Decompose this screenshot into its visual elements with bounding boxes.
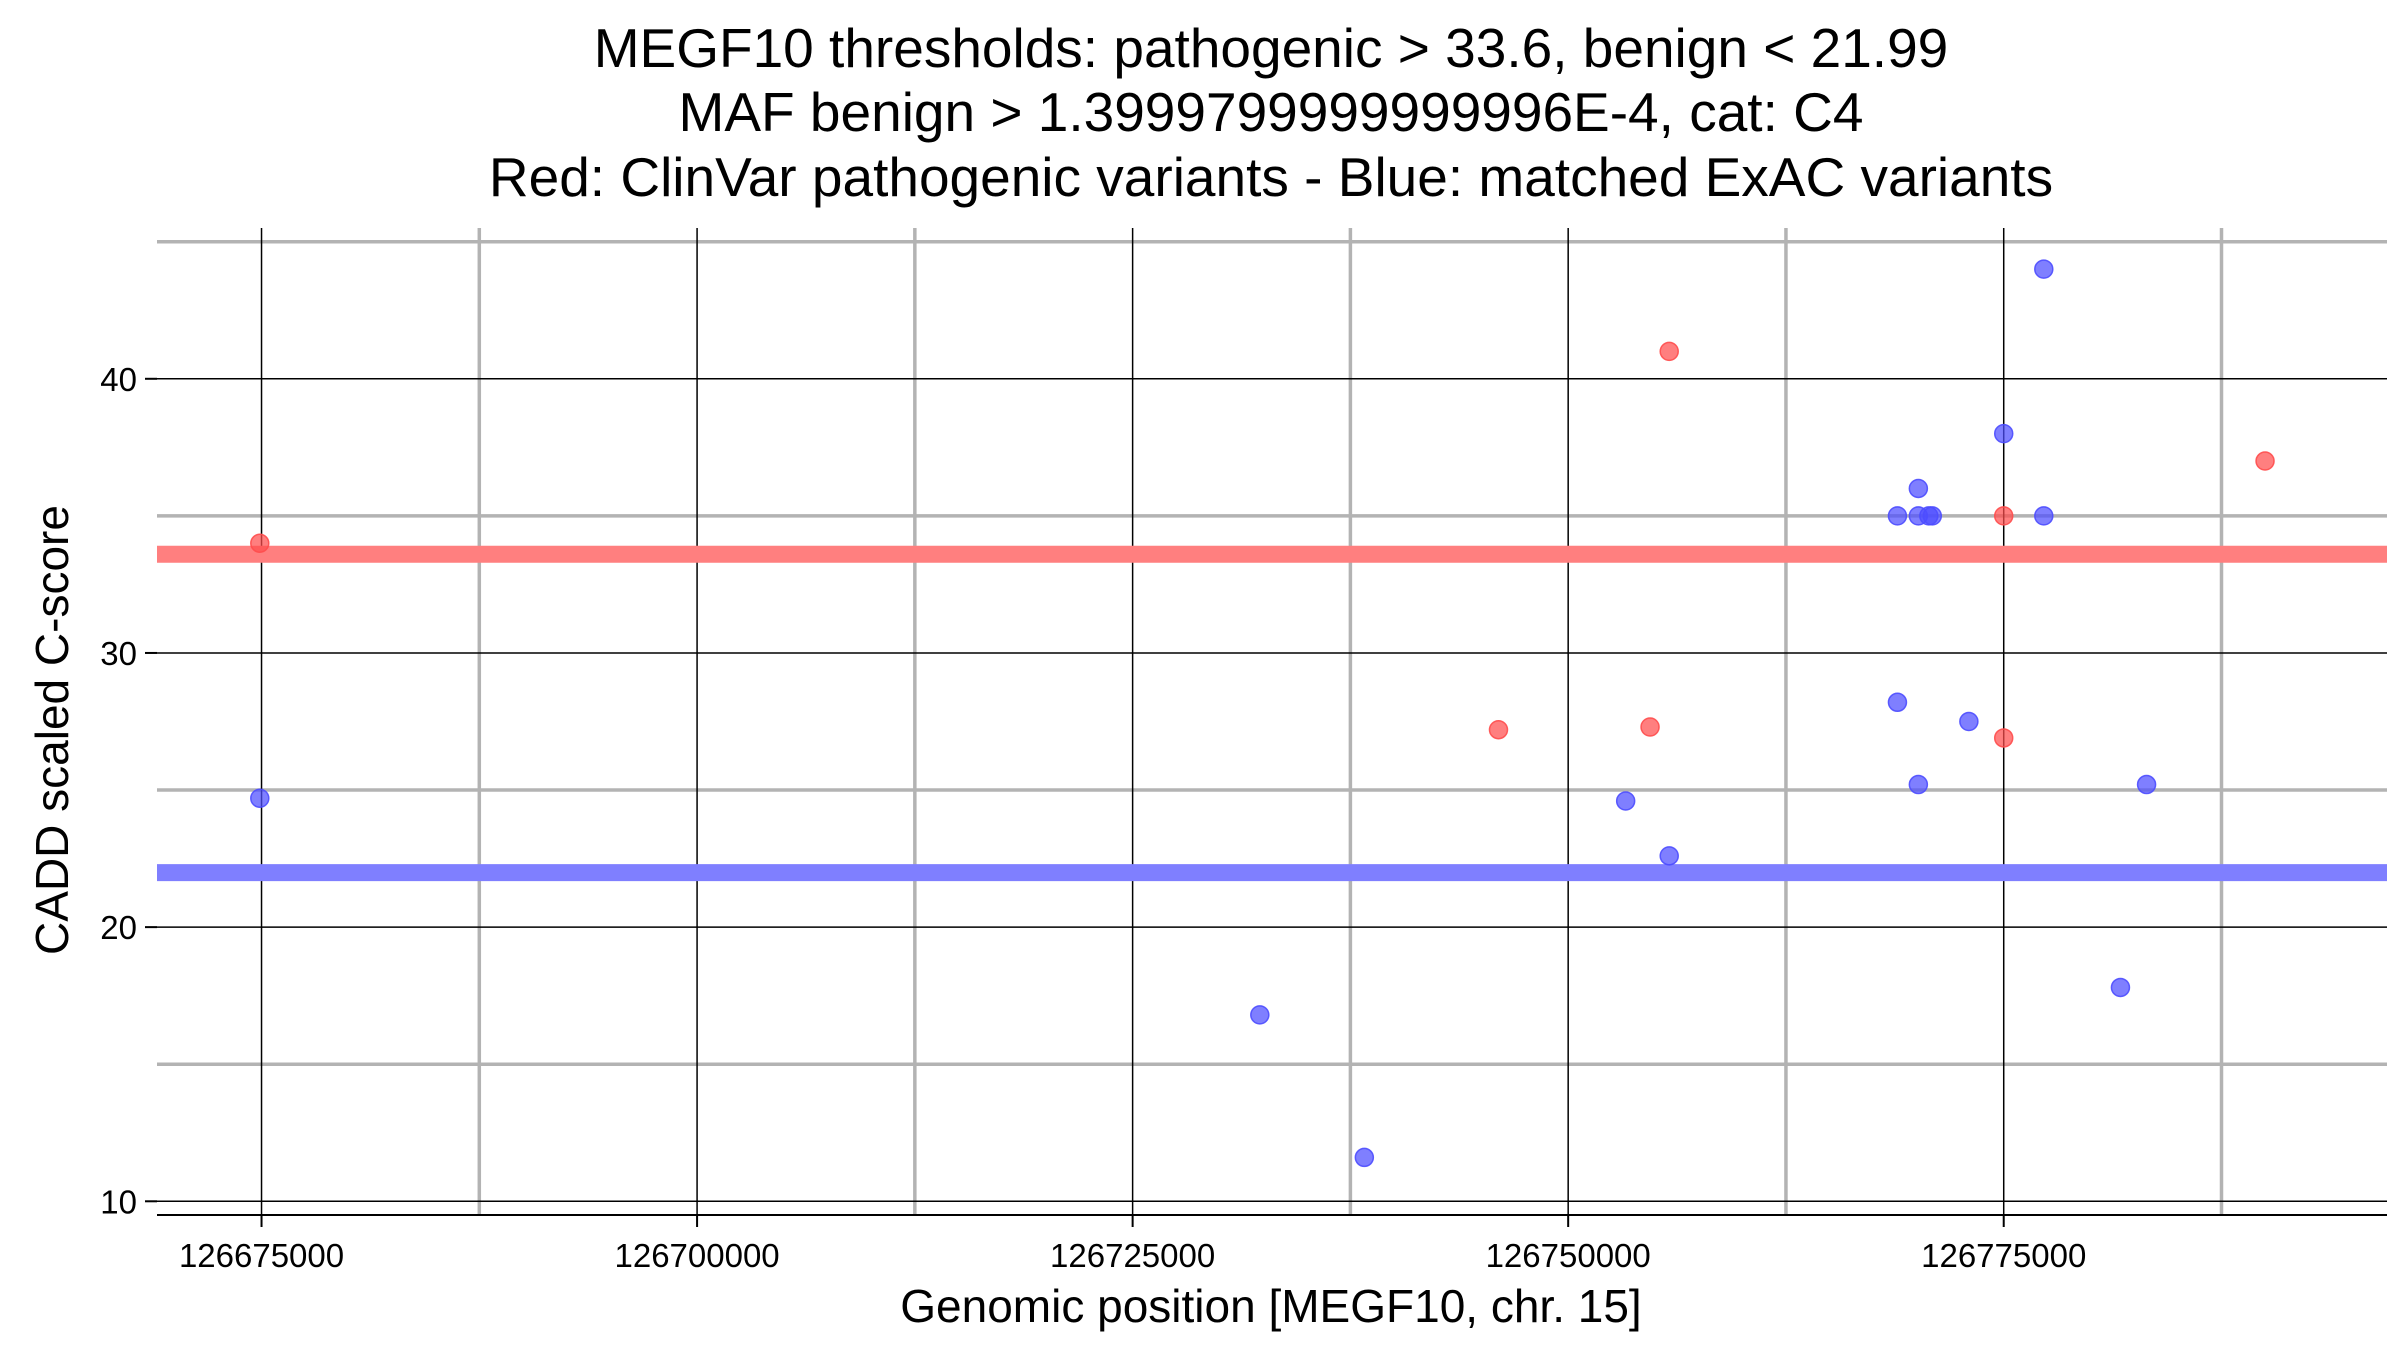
y-tick-label: 10: [100, 1183, 137, 1220]
chart-title: MEGF10 thresholds: pathogenic > 33.6, be…: [489, 17, 2053, 208]
clinvar-pathogenic-point: [1488, 719, 1509, 740]
axes: [145, 377, 2387, 1227]
exac-variant-point: [2034, 259, 2054, 279]
chart-title-line-3: Red: ClinVar pathogenic variants - Blue:…: [489, 146, 2053, 208]
clinvar-pathogenic-point: [1659, 341, 1679, 362]
x-tick-label: 126750000: [1486, 1237, 1651, 1274]
clinvar-pathogenic-point: [1993, 506, 2014, 526]
chart-title-line-1: MEGF10 thresholds: pathogenic > 33.6, be…: [594, 17, 1949, 79]
exac-variant-point: [2034, 506, 2054, 526]
exac-variant-point: [2110, 977, 2131, 998]
exac-variant-point: [1908, 478, 1929, 499]
x-tick-label: 126725000: [1050, 1237, 1215, 1274]
clinvar-pathogenic-point: [250, 533, 270, 554]
exac-variant-point: [1659, 846, 1679, 866]
exac-variant-point: [1615, 791, 1636, 811]
y-tick-label: 40: [100, 361, 137, 398]
threshold-lines: [157, 545, 2387, 882]
exac-variant-point: [2136, 774, 2157, 795]
exac-variant-point: [1922, 506, 1943, 526]
x-tick-label: 126700000: [614, 1237, 779, 1274]
exac-variant-point: [1250, 1005, 1270, 1025]
exac-variant-point: [1993, 423, 2014, 444]
data-points: [250, 259, 2275, 1168]
clinvar-pathogenic-point: [1640, 717, 1660, 737]
x-tick-label: 126775000: [1921, 1237, 2086, 1274]
exac-variant-point: [1354, 1147, 1375, 1168]
y-axis-title: CADD scaled C-score: [26, 505, 78, 955]
exac-variant-point: [1887, 692, 1908, 713]
exac-variant-point: [250, 788, 270, 809]
chart-title-line-2: MAF benign > 1.3999799999999996E-4, cat:…: [679, 81, 1864, 143]
minor-gridlines: [157, 228, 2387, 1215]
x-axis-title: Genomic position [MEGF10, chr. 15]: [900, 1280, 1641, 1332]
y-axis-tick-labels: 10 20 30 40: [100, 361, 137, 1220]
y-tick-label: 20: [100, 909, 137, 946]
major-gridlines: [157, 228, 2387, 1215]
exac-variant-point: [1887, 506, 1908, 526]
clinvar-pathogenic-point: [1993, 728, 2014, 748]
x-axis-tick-labels: 126675000 126700000 126725000 126750000 1267…: [179, 1237, 2086, 1274]
y-tick-label: 30: [100, 635, 137, 672]
x-tick-label: 126675000: [179, 1237, 344, 1274]
clinvar-pathogenic-point: [2255, 451, 2275, 471]
exac-variant-point: [1959, 711, 1979, 732]
exac-variant-point: [1908, 774, 1929, 795]
